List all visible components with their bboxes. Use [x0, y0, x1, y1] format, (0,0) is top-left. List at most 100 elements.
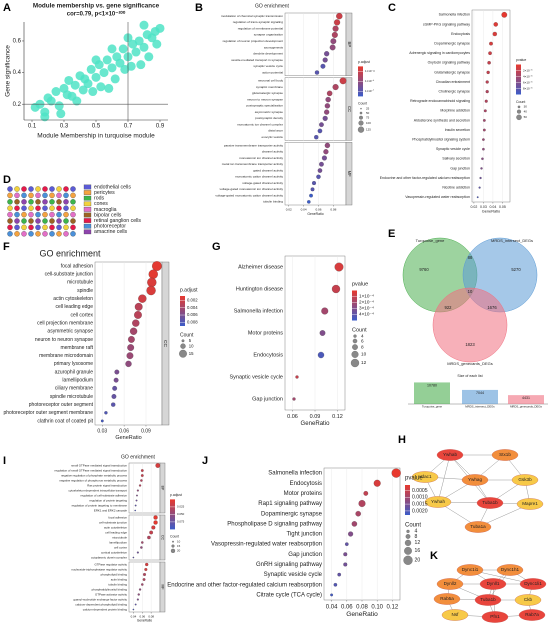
term-label: voltage-gated monoatomic cation channel …: [215, 193, 283, 197]
bar-category-label: MRDS_intersect_DEGs: [465, 405, 495, 409]
dot: [339, 77, 347, 85]
term-label: monoatomic ion channel activity: [239, 156, 283, 160]
term-label: regulation of protein targeting to membr…: [72, 503, 128, 507]
term-label: Vasopressin-regulated water reabsorption: [211, 542, 322, 548]
size-key: [516, 109, 521, 114]
color-tick-label: 1×10⁻¹¹: [365, 69, 375, 73]
dot: [141, 541, 144, 544]
dot: [493, 22, 498, 27]
cell-dot: [14, 218, 20, 224]
node-label: Tuba1a: [470, 524, 486, 529]
color-bar: [180, 296, 185, 326]
dot: [129, 327, 138, 335]
color-tick-label: 0.050: [177, 512, 185, 516]
dot: [337, 572, 341, 577]
point: [120, 64, 130, 74]
size-legend-title: Count: [352, 327, 367, 333]
x-tick-label: 0.12: [387, 604, 399, 610]
dot: [336, 12, 343, 20]
dot: [486, 70, 490, 75]
cell-dot: [42, 211, 48, 218]
bar-category-label: Turquoise_gene: [422, 405, 443, 409]
cell-dot: [63, 231, 69, 237]
x-tick-label: 0.03: [480, 205, 487, 209]
legend-swatch: [83, 218, 92, 223]
term-label: Phospholipase D signaling pathway: [227, 521, 322, 527]
size-key: [350, 358, 360, 368]
term-label: Phosphatidylinositol signaling system: [412, 138, 470, 142]
size-key: [516, 114, 522, 121]
dot: [143, 572, 147, 576]
cell-dot: [7, 211, 13, 218]
term-label: cell cortex: [114, 545, 128, 549]
cell-dot: [63, 224, 69, 231]
size-key-label: 4: [361, 333, 364, 338]
dot: [482, 128, 486, 132]
legend-swatch: [83, 184, 92, 190]
term-label: postsynaptic specialization: [246, 104, 283, 108]
term-label: regulation of membrane potential: [238, 26, 284, 30]
term-label: Oxytocin signaling pathway: [428, 61, 471, 65]
x-tick-label: 0.9: [156, 124, 165, 130]
node-label: Rab7a: [525, 612, 539, 617]
term-label: tubulin binding: [263, 200, 283, 204]
point: [40, 112, 50, 122]
color-tick-label: 3×10⁻⁴: [359, 306, 374, 311]
dot: [482, 147, 485, 151]
color-legend-title: p.adjust: [170, 493, 182, 497]
term-label: glutamatergic synapse: [252, 91, 283, 95]
term-label: Vasopressin-regulated water reabsorption: [405, 195, 470, 199]
size-key-label: 10: [361, 352, 367, 357]
y-tick-label: 0.4: [13, 70, 22, 76]
dot: [137, 593, 140, 596]
term-label: synaptic membrane: [256, 85, 283, 89]
x-tick-label: 0.5: [92, 124, 101, 130]
cell-dot: [28, 205, 34, 211]
size-key: [181, 339, 185, 343]
facet-strip: [159, 561, 166, 613]
term-label: ERK1 and ERK2 cascade: [94, 508, 127, 512]
cell-dot: [70, 205, 76, 211]
cell-dot: [70, 211, 76, 218]
cell-dot: [49, 205, 55, 211]
dot: [153, 515, 158, 520]
size-key: [360, 107, 362, 110]
cell-dot: [21, 218, 27, 224]
x-tick-label: 0.06: [341, 604, 353, 610]
x-tick-label: 0.09: [310, 414, 321, 420]
node: [518, 609, 546, 621]
dot: [314, 70, 320, 75]
dot: [134, 603, 137, 606]
term-label: microtubule: [67, 280, 93, 286]
term-label: cell-substrate junction: [99, 520, 127, 524]
cell-dot: [63, 192, 69, 199]
node-label: Ywhag: [468, 477, 482, 482]
panel-title: GO enrichment: [121, 454, 156, 460]
size-key-label: 15: [177, 544, 181, 548]
node-label: Nsf: [452, 612, 460, 617]
term-label: cytoplasmic dynein complex: [91, 555, 128, 559]
cell-dot: [63, 199, 69, 205]
term-label: postsynaptic density: [255, 116, 283, 120]
x-tick-label: 0.09: [141, 428, 151, 434]
dot: [325, 96, 331, 103]
term-label: microtubule: [112, 535, 127, 539]
cell-dot: [49, 199, 55, 205]
cell-dot: [7, 205, 13, 211]
term-label: channel activity: [262, 150, 284, 154]
dot: [132, 556, 135, 559]
term-label: cell-substrate junction: [45, 272, 94, 278]
cell-dot: [21, 192, 27, 199]
term-label: actin binding: [111, 577, 128, 581]
term-label: asymmetric synapse: [255, 110, 283, 114]
panel-title: GO enrichment: [255, 3, 290, 9]
dot: [319, 161, 324, 167]
size-key-label: 8: [361, 344, 364, 349]
cell-dot: [35, 218, 41, 224]
term-label: Dopaminergic synapse: [434, 42, 470, 46]
legend-label: macroglia: [94, 207, 117, 213]
term-label: synaptic vesicle cycle: [253, 64, 283, 68]
bar-value-label: 4431: [522, 396, 530, 400]
dot: [330, 593, 334, 597]
term-label: small GTPase mediated signal transductio…: [71, 463, 127, 467]
